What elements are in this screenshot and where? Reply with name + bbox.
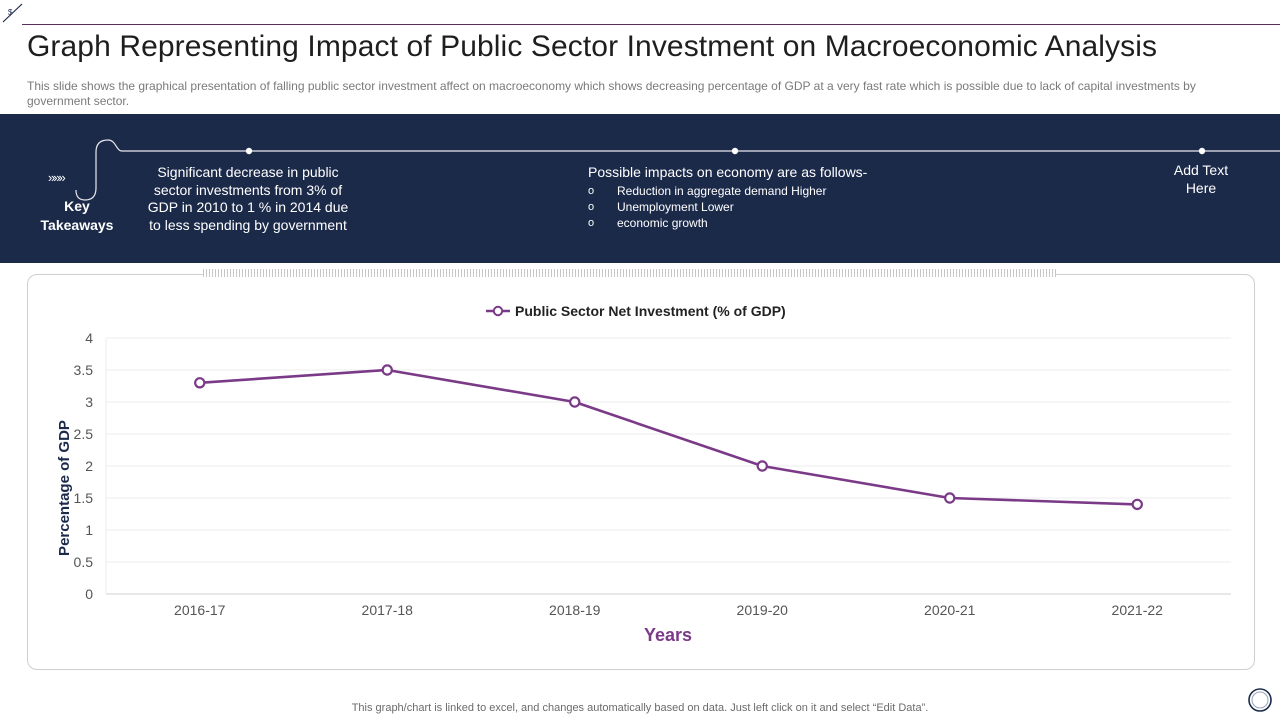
y-tick-label: 2 (85, 458, 93, 474)
decorative-hatch (203, 269, 1056, 277)
y-tick-label: 4 (85, 330, 93, 346)
ring-icon (1248, 688, 1272, 712)
data-point (1131, 498, 1143, 511)
footer-note: This graph/chart is linked to excel, and… (351, 702, 929, 714)
bullet-icon: o (588, 217, 595, 229)
key-takeaways-label: Key Takeaways (40, 197, 122, 235)
y-tick-label: 1.5 (74, 490, 94, 506)
page-subtitle: This slide shows the graphical presentat… (27, 79, 1196, 108)
x-tick-label: 2017-18 (362, 602, 414, 618)
double-chevron-icon: »»» (48, 170, 66, 185)
takeaway-point-1: Significant decrease in public sector in… (147, 164, 349, 233)
y-tick-label: 3.5 (74, 362, 94, 378)
y-axis-title: Percentage of GDP (56, 420, 73, 556)
takeaways-band: »»» Key Takeaways Significant decrease i… (0, 114, 1280, 263)
legend-label: Public Sector Net Investment (% of GDP) (515, 303, 786, 319)
timeline-dot (245, 147, 253, 155)
bullet-icon: o (588, 185, 595, 197)
x-tick-label: 2020-21 (924, 602, 976, 618)
chart-frame (27, 274, 1255, 670)
data-point (944, 492, 956, 504)
y-tick-label: 0 (85, 586, 93, 602)
logo-icon: $ (2, 3, 23, 23)
timeline-dot (731, 147, 739, 155)
x-axis-title: Years (644, 625, 692, 645)
data-point (381, 364, 393, 376)
list-item: o Unemployment Lower (588, 200, 734, 214)
svg-text:$: $ (8, 8, 13, 17)
x-tick-label: 2019-20 (737, 602, 789, 618)
series-line (199, 368, 1138, 506)
header-rule (22, 24, 1280, 25)
y-tick-label: 3 (85, 394, 93, 410)
x-tick-label: 2018-19 (549, 602, 601, 618)
data-point (569, 396, 581, 408)
y-tick-label: 2.5 (74, 426, 94, 442)
key-takeaways-text: Key Takeaways (40, 198, 114, 233)
x-tick-label: 2016-17 (174, 602, 226, 618)
impacts-heading: Possible impacts on economy are as follo… (588, 164, 868, 180)
takeaway-point-3: Add Text Here (1173, 162, 1229, 196)
x-tick-label: 2021-22 (1112, 602, 1164, 618)
timeline-line (75, 139, 1280, 201)
list-item: o Reduction in aggregate demand Higher (588, 184, 827, 198)
takeaway-point-2: Possible impacts on economy are as follo… (588, 164, 867, 231)
data-point (756, 460, 768, 472)
data-point (194, 377, 206, 389)
timeline-dot (1198, 147, 1206, 155)
y-tick-label: 0.5 (74, 554, 94, 570)
page-title: Graph Representing Impact of Public Sect… (27, 30, 1158, 63)
y-tick-label: 1 (85, 522, 93, 538)
list-item: o economic growth (588, 216, 708, 230)
bullet-icon: o (588, 201, 595, 213)
legend-marker (492, 305, 504, 317)
